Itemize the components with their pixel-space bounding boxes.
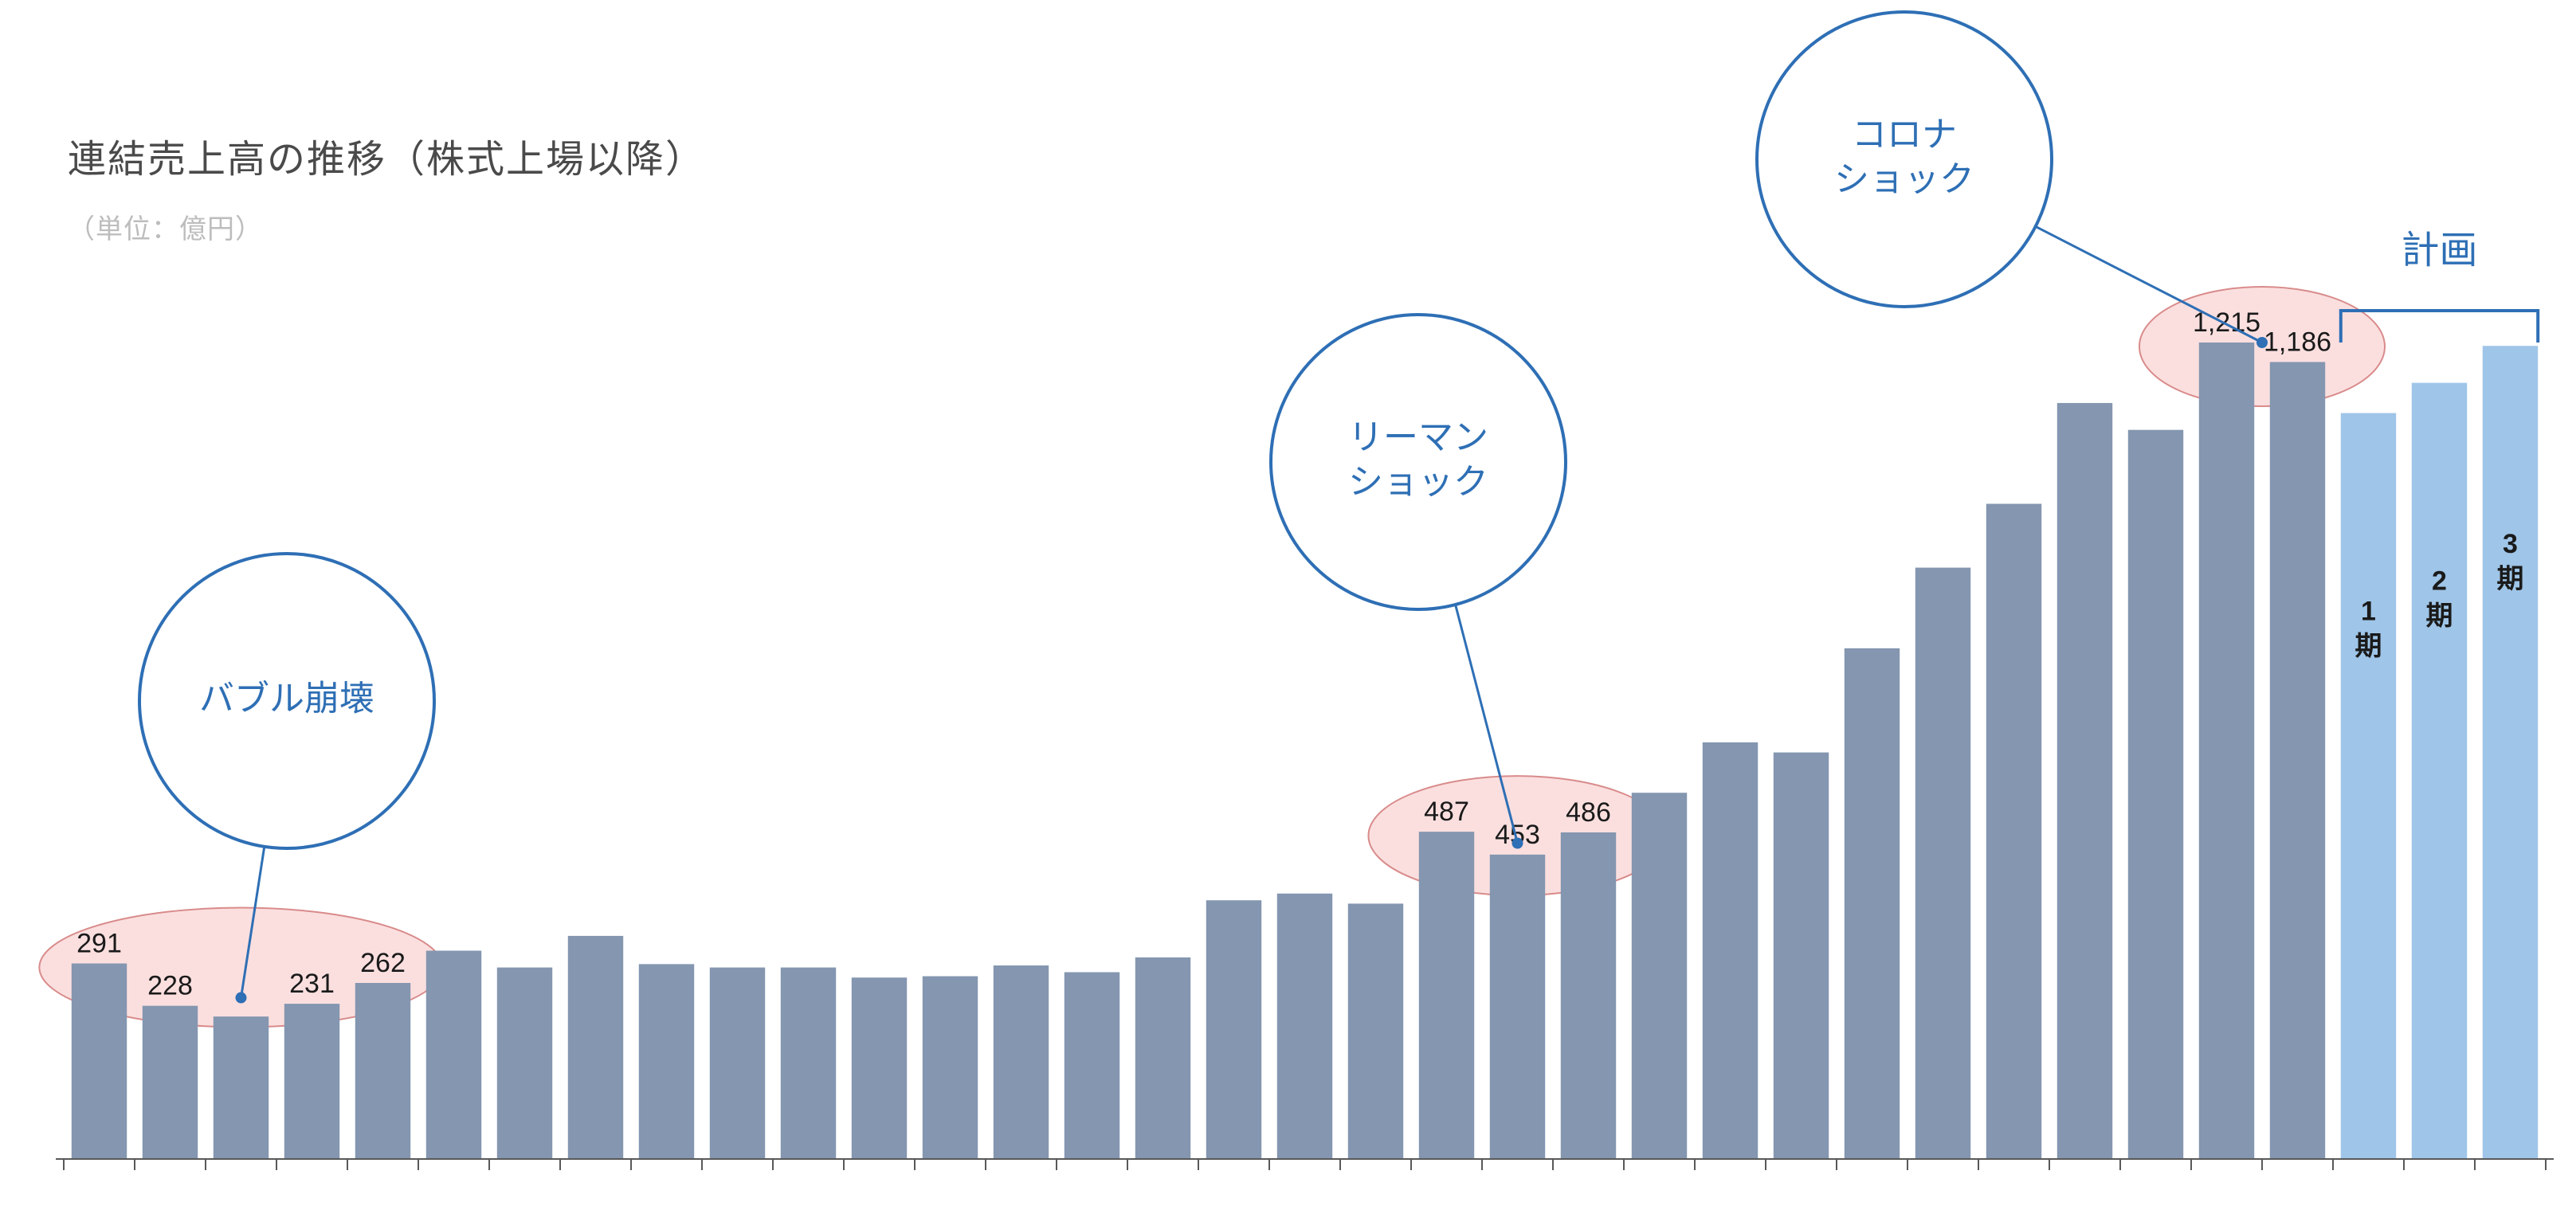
history-bar <box>1774 753 1829 1159</box>
plan-bar <box>2483 346 2538 1159</box>
plan-period-label: 3 <box>2503 529 2518 559</box>
callout-leader-dot <box>1512 837 1523 848</box>
history-bar <box>639 964 694 1159</box>
history-bar <box>1277 894 1332 1159</box>
history-bar <box>2057 403 2112 1159</box>
history-bar <box>72 964 127 1159</box>
history-bar <box>426 950 481 1159</box>
history-bar <box>1632 793 1687 1159</box>
history-bar <box>1845 648 1900 1159</box>
plan-bracket-label: 計画 <box>2401 229 2477 272</box>
history-bar <box>1135 957 1190 1159</box>
plan-period-label: 2 <box>2432 566 2447 597</box>
history-bar <box>143 1006 198 1159</box>
plan-period-label: 期 <box>2355 632 2382 662</box>
history-bar <box>1561 832 1616 1159</box>
history-bar <box>214 1016 269 1159</box>
bar-value-label: 262 <box>360 948 406 978</box>
history-bar <box>1065 972 1119 1159</box>
bar-value-label: 1,186 <box>2264 327 2331 357</box>
history-bar <box>1206 900 1261 1159</box>
bar-value-label: 486 <box>1566 797 1611 828</box>
history-bar <box>2128 430 2183 1159</box>
plan-bar <box>2341 413 2396 1159</box>
callout-text: リーマン <box>1348 418 1488 457</box>
history-bar <box>1915 568 1970 1159</box>
plan-period-label: 期 <box>2426 601 2453 632</box>
callout-leader-dot <box>2256 337 2268 348</box>
history-bar <box>781 968 836 1159</box>
callout-text: バブル崩壊 <box>199 679 374 719</box>
history-bar <box>355 983 410 1159</box>
callout-text: ショック <box>1834 160 1974 199</box>
plan-bar <box>2412 383 2467 1159</box>
callout-leader-dot <box>236 993 247 1004</box>
plan-period-label: 期 <box>2497 564 2524 594</box>
bar-chart: 2912282312624874534861,2151,1861期2期3期バブル… <box>0 0 2576 1206</box>
history-bar <box>2199 343 2254 1159</box>
callout-text: コロナ <box>1852 116 1957 155</box>
history-bar <box>1986 503 2041 1159</box>
history-bar <box>1703 742 1758 1159</box>
chart-container: 連結売上高の推移（株式上場以降） （単位：億円） 291228231262487… <box>0 0 2576 1206</box>
bar-value-label: 291 <box>76 929 122 959</box>
history-bar <box>994 965 1049 1159</box>
plan-period-label: 1 <box>2361 597 2376 627</box>
callout-text: ショック <box>1348 463 1488 502</box>
bar-value-label: 231 <box>289 969 335 999</box>
history-bar <box>1348 903 1403 1159</box>
history-bar <box>1419 832 1474 1159</box>
history-bar <box>2270 362 2325 1159</box>
history-bar <box>284 1004 339 1159</box>
history-bar <box>710 968 765 1159</box>
history-bar <box>852 977 907 1159</box>
history-bar <box>568 936 623 1159</box>
history-bar <box>923 977 978 1159</box>
history-bar <box>497 968 552 1159</box>
bar-value-label: 487 <box>1424 797 1469 827</box>
history-bar <box>1490 855 1545 1159</box>
bar-value-label: 228 <box>147 971 193 1001</box>
